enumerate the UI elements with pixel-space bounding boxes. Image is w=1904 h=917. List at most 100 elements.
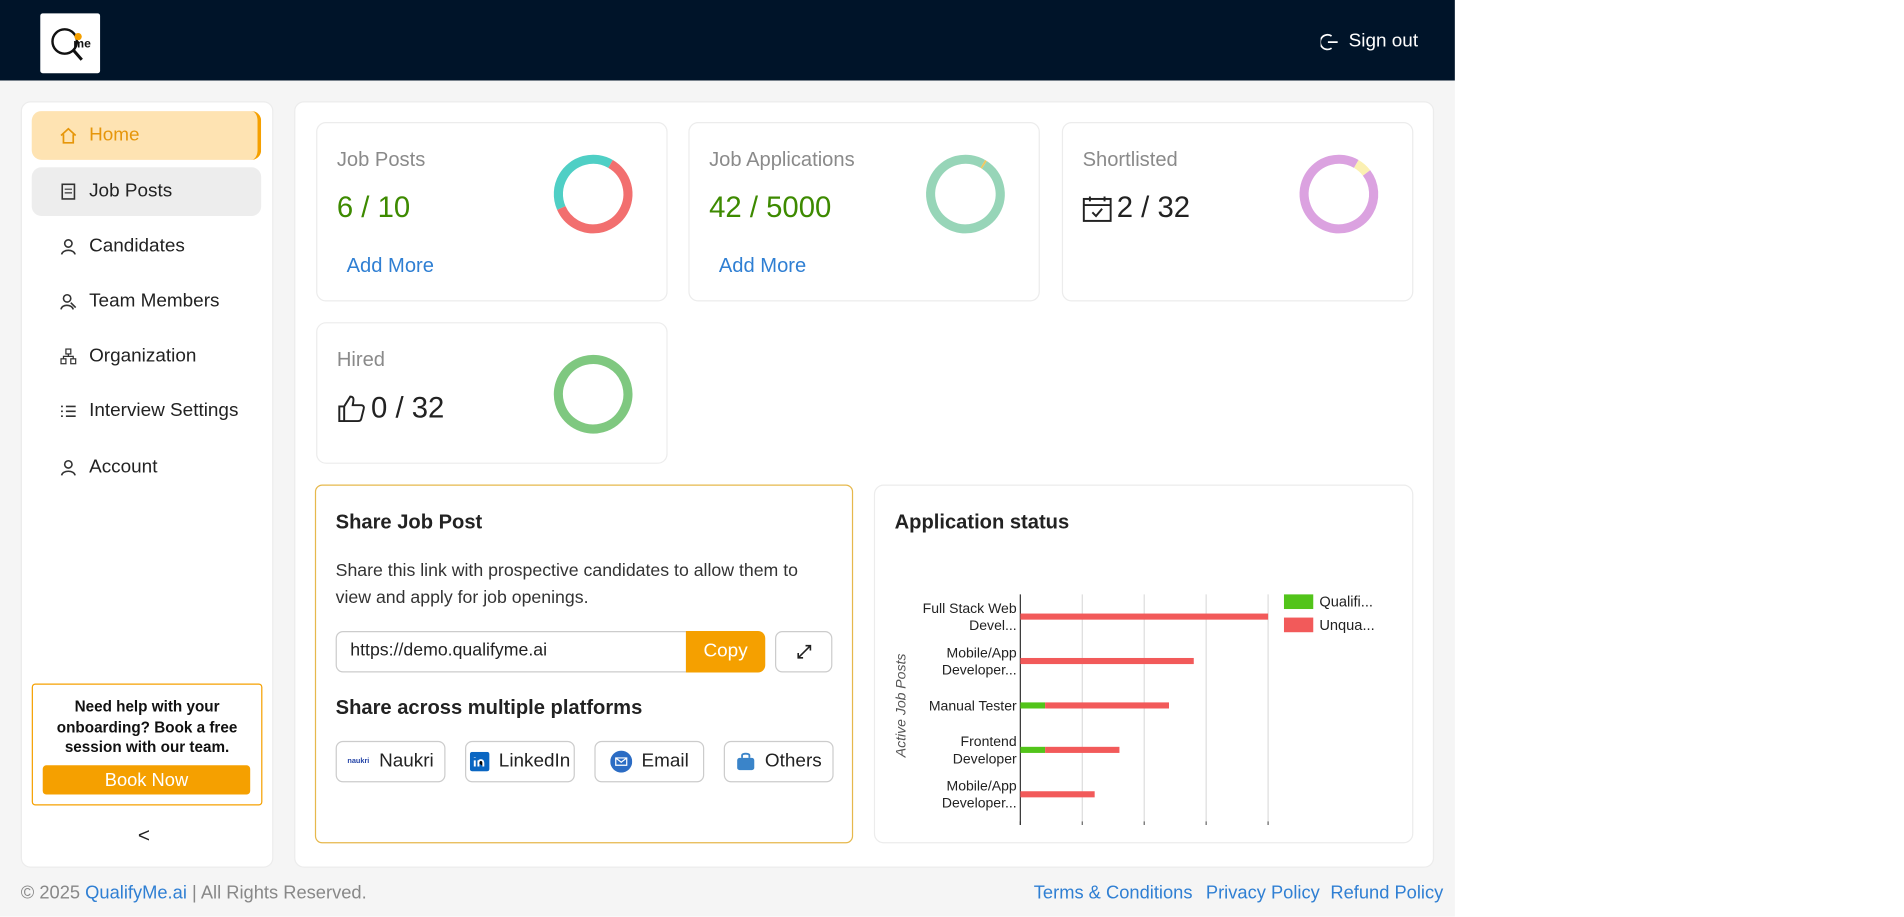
- stat-title: Hired: [336, 349, 385, 372]
- platform-label: Naukri: [379, 750, 434, 772]
- expand-button[interactable]: [775, 630, 833, 673]
- menu-item[interactable]: Candidates: [32, 222, 261, 271]
- platform-label: Others: [764, 750, 822, 772]
- sign-out[interactable]: Sign out: [1320, 29, 1419, 53]
- y-tick-label: Developer: [953, 750, 1017, 766]
- donut-remaining: [1299, 154, 1379, 234]
- stat-card: Hired 0 / 32: [316, 322, 668, 464]
- stat-title: Job Applications: [709, 148, 855, 171]
- menu-label: Home: [89, 124, 140, 146]
- menu-item[interactable]: Job Posts: [31, 167, 262, 217]
- chart-title: Application status: [894, 511, 1070, 534]
- menu-label: Candidates: [89, 235, 185, 257]
- stat-title: Shortlisted: [1082, 148, 1178, 171]
- url-input[interactable]: https://demo.qualifyme.ai: [335, 630, 688, 673]
- book-button[interactable]: Book Now: [42, 765, 251, 795]
- top-bar: me Sign out: [0, 0, 1455, 81]
- footer-link[interactable]: Privacy Policy: [1205, 882, 1320, 904]
- menu-item[interactable]: Team Members: [32, 277, 261, 326]
- donut: [553, 354, 633, 434]
- platform-label: LinkedIn: [498, 750, 571, 772]
- logo-text: me: [73, 37, 91, 51]
- legend-swatch: [1283, 594, 1314, 610]
- menu-label: Organization: [89, 345, 197, 367]
- stat-value-row: 0 / 32: [337, 392, 444, 426]
- menu-icon: [60, 293, 77, 310]
- rights: | All Rights Reserved.: [191, 882, 367, 904]
- copyright-year: © 2025: [20, 882, 81, 904]
- menu-label: Account: [89, 456, 158, 478]
- bar: [1020, 702, 1046, 709]
- menu-label: Team Members: [89, 290, 220, 312]
- stat-value: 42 / 5000: [709, 191, 832, 225]
- donut: [553, 154, 633, 234]
- stat-card: Shortlisted 2 / 32: [1061, 122, 1414, 302]
- share-text: Share this link with prospective candida…: [335, 561, 798, 608]
- stat-card: Job Posts 6 / 10 Add More: [316, 122, 668, 302]
- footer-link[interactable]: Terms & Conditions: [1033, 882, 1193, 904]
- bar: [1045, 702, 1169, 709]
- platform-label: Email: [641, 750, 689, 772]
- linkedin-icon: [469, 751, 490, 772]
- y-tick-label: Full Stack Web: [923, 600, 1017, 616]
- menu-icon: [61, 405, 76, 417]
- menu-item[interactable]: Interview Settings: [32, 387, 261, 436]
- email-button[interactable]: Email: [594, 740, 705, 783]
- y-axis-title: Active Job Posts: [893, 654, 909, 759]
- copyright: © 2025 QualifyMe.ai | All Rights Reserve…: [21, 882, 367, 903]
- copy-button[interactable]: Copy: [685, 630, 766, 673]
- donut-used: [553, 154, 633, 234]
- naukri-button[interactable]: naukri Naukri: [335, 740, 446, 783]
- sidebar: [20, 101, 274, 868]
- share-title: Share Job Post: [335, 511, 483, 534]
- stat-value: 0 / 32: [371, 391, 445, 425]
- bar: [1020, 613, 1269, 620]
- logo[interactable]: me: [40, 13, 101, 74]
- menu-item[interactable]: Home: [31, 111, 262, 160]
- legend-label: Qualifi...: [1319, 595, 1373, 611]
- home-icon: [60, 127, 77, 144]
- donut-remaining: [553, 354, 633, 434]
- donut: [926, 154, 1005, 234]
- add-more[interactable]: Add More: [346, 255, 434, 278]
- brand-link[interactable]: QualifyMe.ai: [85, 882, 187, 904]
- collapse-button[interactable]: <: [137, 823, 151, 848]
- menu-icon: [60, 348, 77, 365]
- donut-remaining: [926, 154, 1005, 234]
- donut: [1299, 154, 1379, 234]
- menu-icon: [60, 239, 76, 255]
- expand-icon: [796, 644, 811, 659]
- y-tick-label: Mobile/App: [947, 644, 1017, 660]
- footer-link[interactable]: Refund Policy: [1330, 882, 1444, 904]
- logo-mark: me: [51, 28, 91, 61]
- sign-out-label: Sign out: [1348, 30, 1419, 52]
- naukri-logo: naukri: [347, 757, 370, 766]
- thumb-icon: [338, 395, 365, 423]
- legend-label: Unqua...: [1319, 618, 1374, 634]
- stat-value: 2 / 32: [1116, 191, 1191, 225]
- menu-icon: [60, 459, 76, 476]
- add-more[interactable]: Add More: [718, 255, 807, 278]
- bar: [1020, 791, 1095, 798]
- y-tick-label: Developer...: [942, 795, 1017, 811]
- others-button[interactable]: Others: [723, 740, 834, 783]
- calendar-icon: [1082, 196, 1112, 222]
- y-tick-label: Manual Tester: [929, 697, 1017, 713]
- bar: [1020, 657, 1194, 665]
- chart-card: Application status Active Job Posts Full …: [873, 484, 1414, 844]
- donut-remaining: [553, 154, 633, 234]
- donut-used: [1299, 154, 1379, 234]
- help-text: Need help with your onboarding? Book a f…: [56, 698, 238, 756]
- stat-card: Job Applications 42 / 5000 Add More: [688, 122, 1040, 302]
- stat-value-row: 2 / 32: [1082, 191, 1191, 226]
- menu-label: Job Posts: [89, 180, 173, 202]
- linkedin-button[interactable]: LinkedIn: [465, 740, 575, 783]
- menu-item[interactable]: Account: [32, 443, 261, 492]
- email-icon: [609, 750, 632, 773]
- menu-icon: [61, 183, 76, 200]
- stat-value: 6 / 10: [336, 191, 411, 225]
- bar: [1045, 746, 1120, 753]
- stat-title: Job Posts: [336, 148, 426, 171]
- menu-item[interactable]: Organization: [32, 332, 261, 381]
